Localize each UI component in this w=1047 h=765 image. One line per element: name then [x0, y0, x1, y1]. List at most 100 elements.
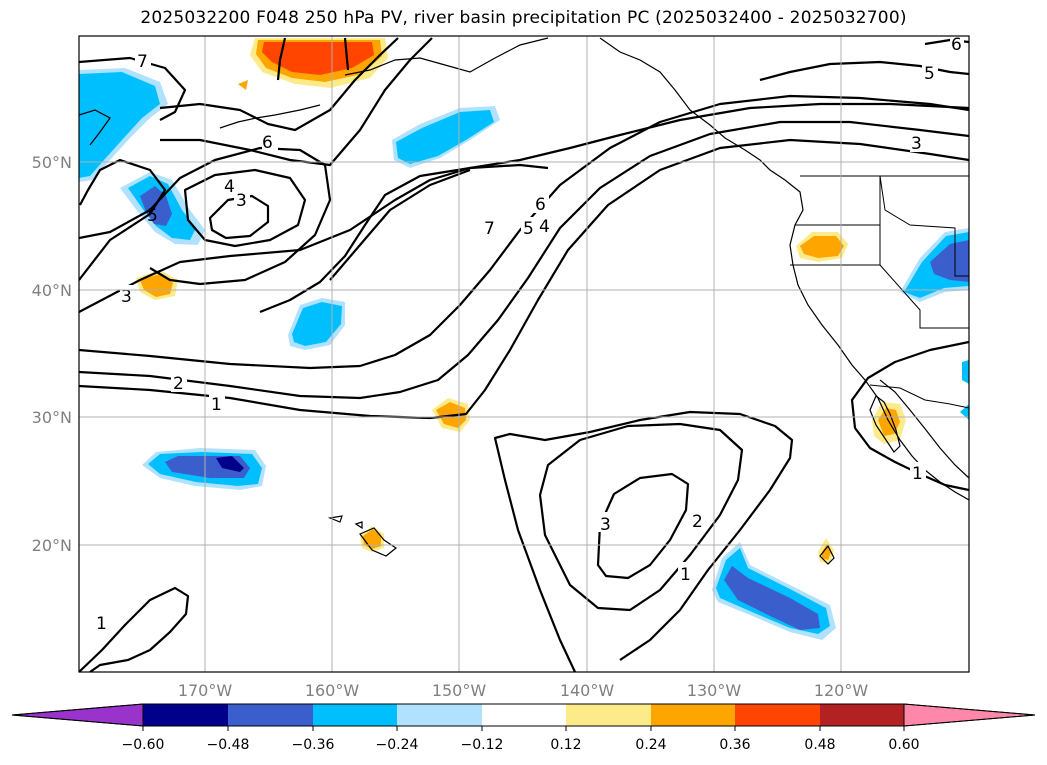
lon-label: 130°W [687, 681, 742, 700]
pv-contour-line [759, 60, 969, 82]
colorbar-tick-label: −0.36 [292, 737, 335, 753]
alaska-coastline [344, 37, 549, 76]
pv-contour-line [596, 472, 690, 580]
lon-label: 160°W [305, 681, 360, 700]
colorbar-tick-label: 0.60 [888, 737, 919, 753]
pv-contour-line [79, 138, 969, 420]
contour-label: 4 [539, 217, 550, 237]
pv-contour-line [343, 37, 350, 71]
kamchatka-coastline [79, 109, 111, 146]
colorbar-segment [651, 704, 735, 726]
pv-contour-layer [79, 37, 969, 672]
contour-label: 7 [137, 52, 148, 72]
lon-label: 140°W [560, 681, 615, 700]
pv-contour-line [493, 410, 794, 672]
colorbar-segment [820, 704, 904, 726]
colorbar-segment [397, 704, 482, 726]
precip-negative-region [724, 566, 820, 630]
colorbar-tick-label: 0.48 [804, 737, 835, 753]
contour-label: 7 [484, 219, 495, 239]
pv-contour-labels: 7 6 4 3 5 3 2 1 7 6 5 [94, 35, 964, 634]
colorbar-extend-low [11, 703, 144, 727]
precip-negative-region [930, 240, 969, 282]
contour-label: 2 [692, 512, 703, 532]
contour-label: 5 [924, 64, 935, 84]
pv-contour-line [850, 340, 969, 492]
lat-label: 40°N [32, 281, 72, 300]
contour-label: 3 [911, 134, 922, 154]
colorbar-tick-label: −0.48 [207, 737, 250, 753]
colorbar-tick-label: −0.12 [461, 737, 504, 753]
pv-contour-line [79, 158, 167, 281]
pv-contour-line [159, 37, 399, 132]
pv-contour-line [329, 168, 471, 281]
pv-contour-line [79, 120, 969, 400]
gulf-coastline [879, 379, 969, 479]
precip-positive-region [238, 80, 248, 90]
contour-label: 1 [912, 464, 923, 484]
contour-label: 6 [951, 35, 962, 55]
colorbar-tick-label: 0.12 [550, 737, 581, 753]
contour-label: 2 [173, 374, 184, 394]
colorbar-segment [313, 704, 397, 726]
contour-label: 5 [147, 206, 158, 226]
lat-label: 30°N [32, 408, 72, 427]
contour-label: 3 [236, 191, 247, 211]
lat-label: 50°N [32, 153, 72, 172]
precip-negative-region [216, 456, 244, 472]
colorbar-segment [143, 704, 228, 726]
precip-positive-region [800, 236, 844, 258]
precip-negative-region [292, 302, 342, 346]
colorbar-segment [482, 704, 566, 726]
pv-contour-line [276, 37, 287, 81]
figure-title: 2025032200 F048 250 hPa PV, river basin … [140, 8, 907, 28]
contour-label: 1 [96, 614, 107, 634]
pv-contour-line [79, 94, 969, 370]
lon-label: 150°W [432, 681, 487, 700]
contour-label: 5 [523, 219, 534, 239]
pv-contour-line [259, 163, 549, 314]
lat-label: 20°N [32, 536, 72, 555]
precip-positive-region [140, 274, 173, 297]
pv-contour-line [183, 168, 307, 248]
latitude-labels: 50°N 40°N 30°N 20°N [32, 153, 72, 555]
lon-label: 120°W [814, 681, 869, 700]
colorbar-segment [228, 704, 313, 726]
pv-contour-line [160, 37, 433, 167]
colorbar-tick-label: −0.24 [376, 737, 419, 753]
pv-contour-line [79, 56, 187, 121]
colorbar-tick-label: −0.60 [122, 737, 165, 753]
map-frame [78, 35, 970, 673]
contour-label: 4 [224, 177, 235, 197]
state-border [879, 175, 969, 277]
map-panel: 7 6 4 3 5 3 2 1 7 6 5 [78, 35, 970, 673]
border-layer [790, 175, 969, 409]
contour-label: 3 [121, 287, 132, 307]
lon-label: 170°W [178, 681, 233, 700]
aleutian-coastline [219, 104, 321, 129]
colorbar-segment [566, 704, 651, 726]
precip-negative-region [962, 360, 969, 384]
colorbar-segment [735, 704, 820, 726]
colorbar-extend-high [903, 703, 1036, 727]
pv-contour-line [538, 422, 744, 612]
hawaii-coastline [327, 515, 398, 557]
contour-label: 1 [680, 565, 691, 585]
coastline-layer [79, 37, 969, 565]
longitude-labels: 170°W 160°W 150°W 140°W 130°W 120°W [178, 681, 869, 700]
contour-label: 1 [211, 395, 222, 415]
us-mexico-border [869, 384, 969, 409]
north-america-coastline [599, 37, 969, 501]
socorro-coastline [819, 544, 835, 565]
colorbar-tick-label: 0.24 [635, 737, 666, 753]
precip-negative-region [396, 110, 494, 164]
colorbar: −0.60 −0.48 −0.36 −0.24 −0.12 0.12 0.24 … [11, 703, 1036, 753]
contour-label: 3 [600, 515, 611, 535]
contour-label: 6 [535, 195, 546, 215]
precip-negative-region [79, 72, 160, 178]
graticule [79, 36, 969, 672]
pv-contour-line [79, 586, 190, 672]
map-background [79, 36, 969, 672]
state-border [790, 225, 969, 329]
